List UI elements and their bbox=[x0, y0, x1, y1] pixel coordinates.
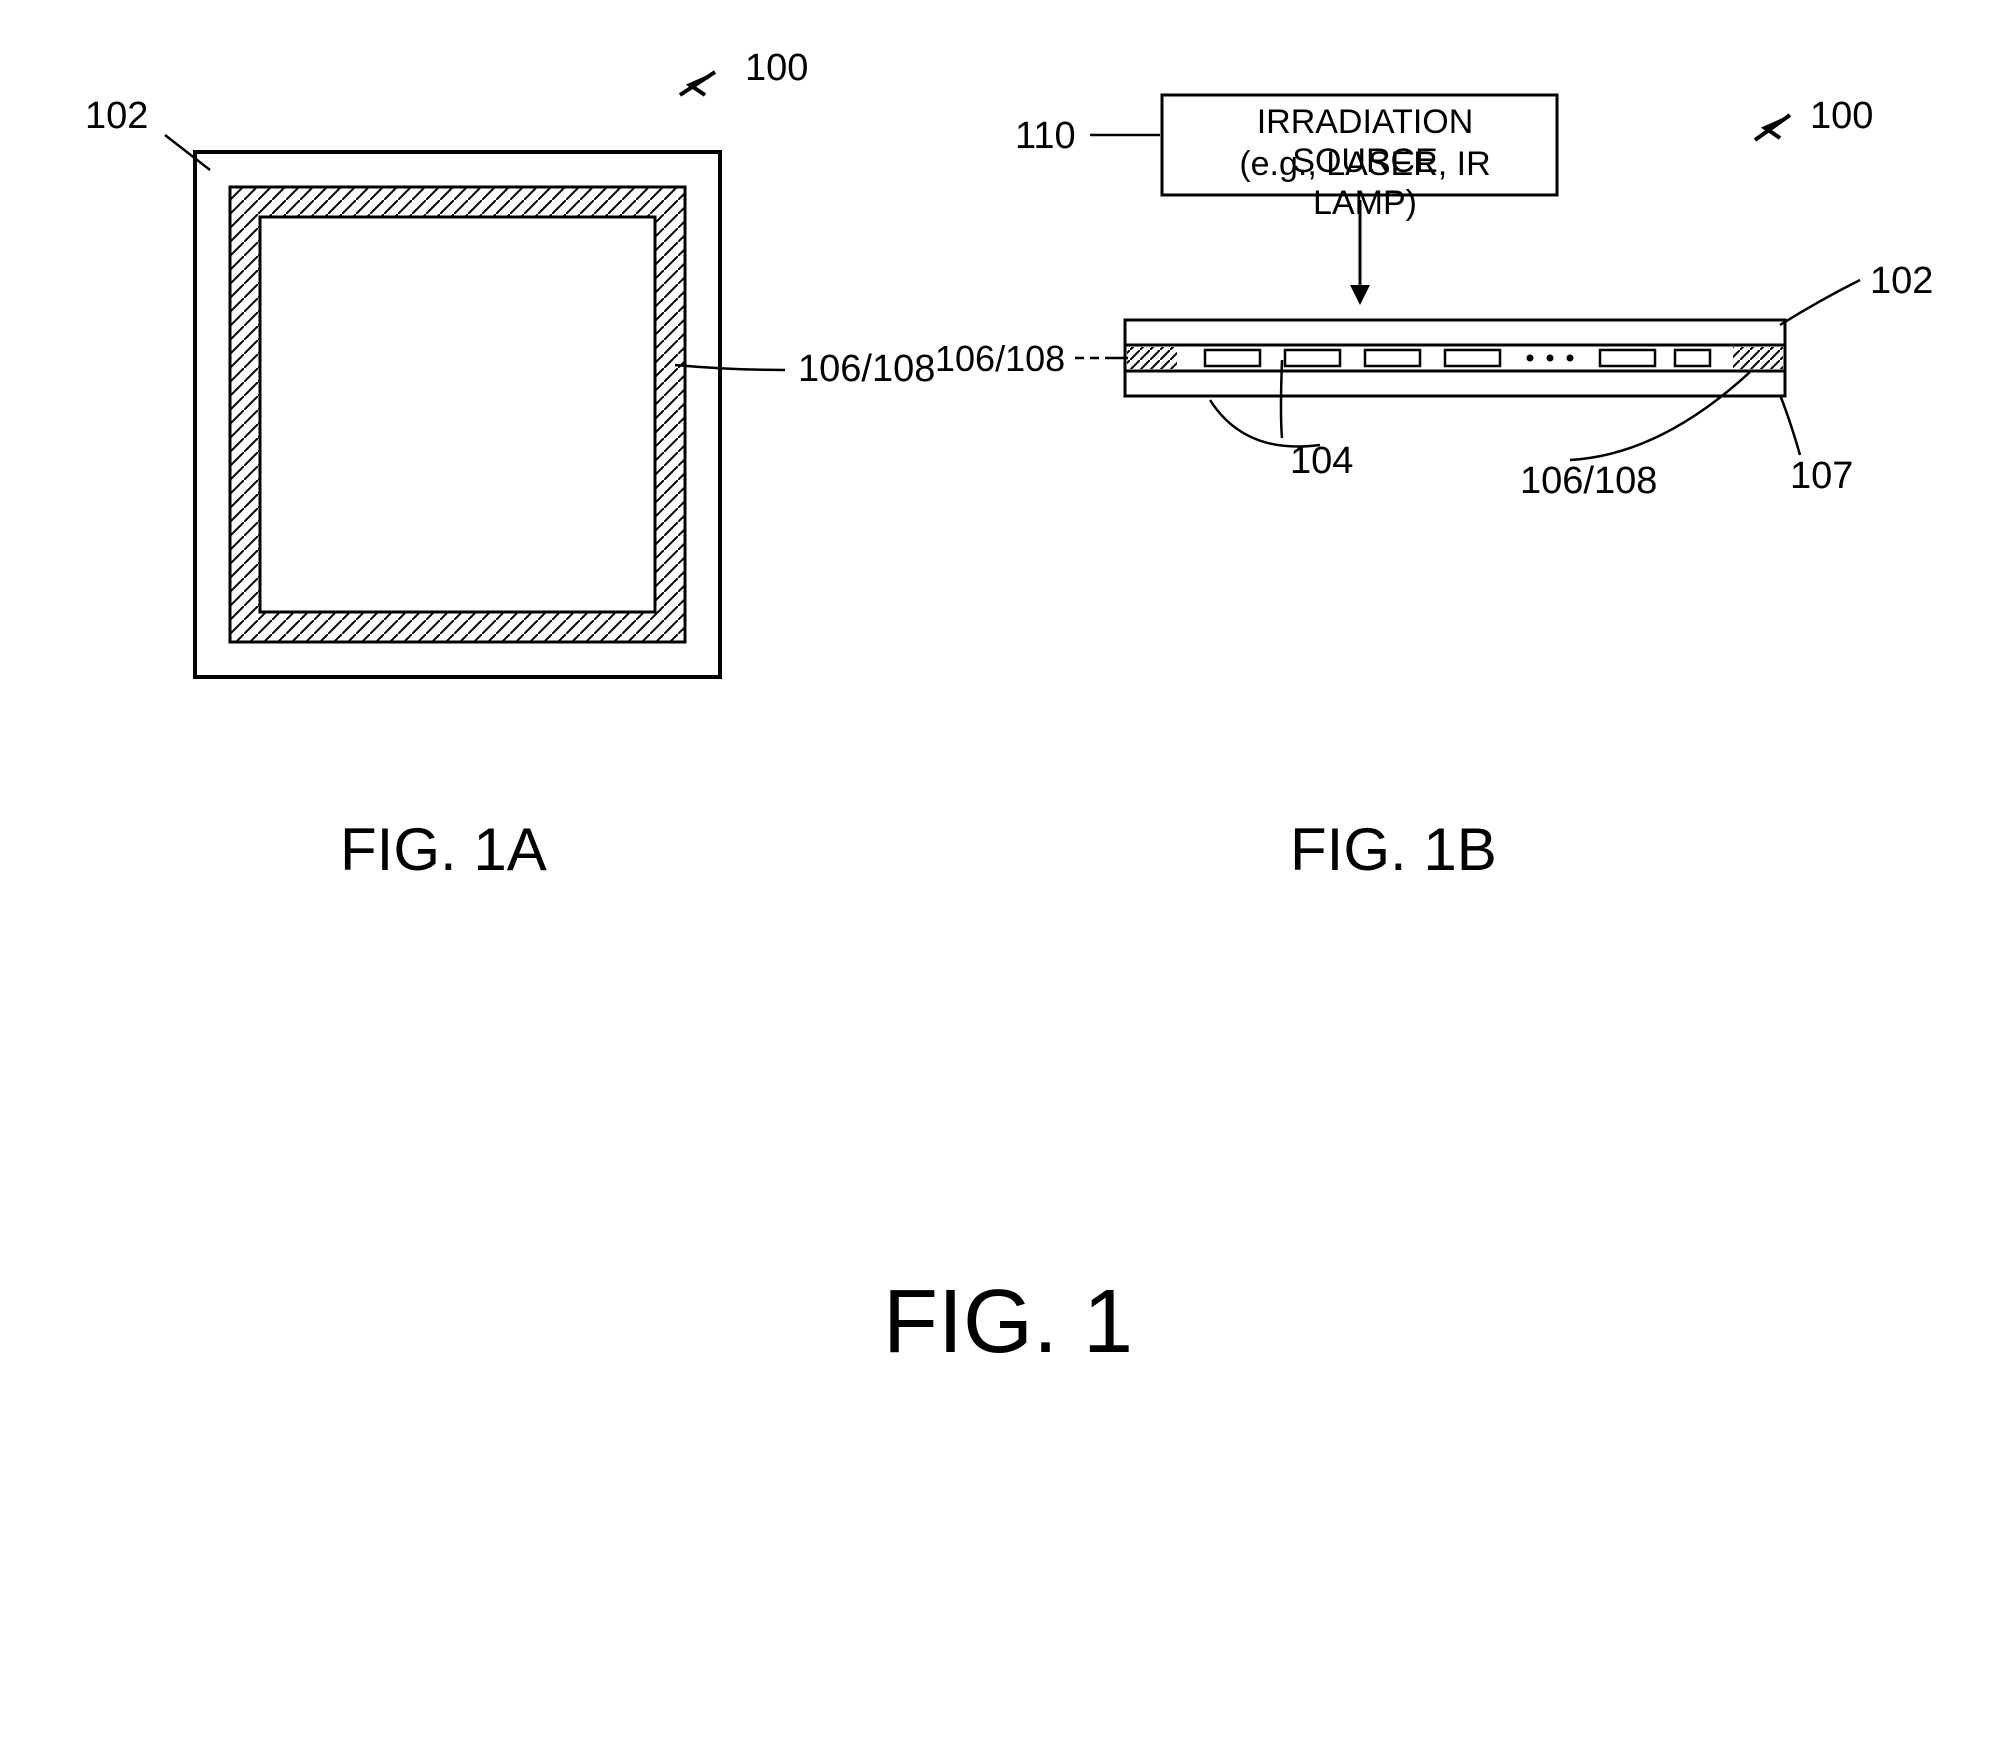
fig1a-caption: FIG. 1A bbox=[340, 815, 547, 884]
figure-container: 102 100 106/108 FIG. 1A bbox=[0, 0, 2016, 1754]
fig-1a-svg bbox=[160, 60, 860, 710]
irradiation-box-line2: (e.g., LASER, IR LAMP) bbox=[1185, 145, 1545, 223]
fig1a-label-102: 102 bbox=[85, 95, 148, 138]
fig1b-label-102: 102 bbox=[1870, 260, 1933, 303]
fig1b-label-110: 110 bbox=[1015, 115, 1076, 158]
fig1b-label-104: 104 bbox=[1290, 440, 1353, 483]
fig1b-label-107: 107 bbox=[1790, 455, 1853, 498]
fig1b-label-106-108-left: 106/108 bbox=[935, 338, 1065, 380]
fig1b-label-106-108-right: 106/108 bbox=[1520, 460, 1657, 503]
fig1b-caption: FIG. 1B bbox=[1290, 815, 1497, 884]
fig1a-label-106-108: 106/108 bbox=[798, 348, 935, 391]
main-caption: FIG. 1 bbox=[883, 1271, 1133, 1374]
fig1a-label-100: 100 bbox=[745, 47, 808, 90]
fig1b-label-100: 100 bbox=[1810, 95, 1873, 138]
